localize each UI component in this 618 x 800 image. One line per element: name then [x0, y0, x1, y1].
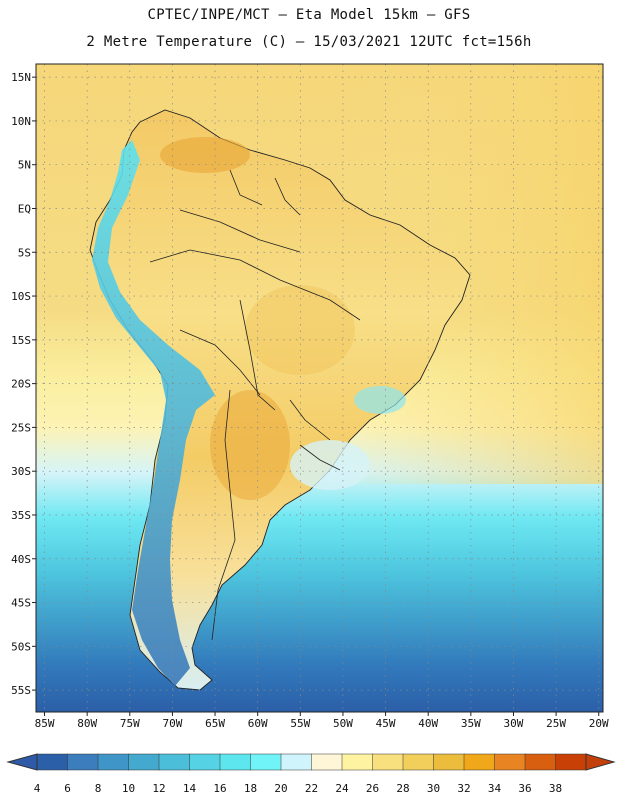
lat-label: 50S: [11, 640, 31, 653]
colorbar-swatch: [341, 753, 374, 771]
colorbar-label: 4: [34, 782, 41, 795]
map-graticule: [36, 64, 603, 712]
colorbar-swatch: [97, 753, 130, 771]
colorbar-swatch: [189, 753, 221, 771]
colorbar-label: 6: [64, 782, 71, 795]
lat-label: 5S: [18, 246, 31, 259]
colorbar-label: 22: [305, 782, 318, 795]
lat-label: 10N: [11, 115, 31, 128]
lon-label: 35W: [461, 717, 481, 730]
lon-label: 75W: [120, 717, 140, 730]
colorbar-swatch: [280, 753, 313, 771]
colorbar-swatch: [219, 753, 252, 771]
colorbar-label: 26: [366, 782, 379, 795]
lat-label: 5N: [18, 159, 31, 172]
country-borders: [149, 169, 361, 641]
colorbar-label: 28: [396, 782, 409, 795]
colorbar-label: 32: [457, 782, 470, 795]
northern-warm-spot: [160, 137, 250, 173]
lon-label: 40W: [418, 717, 438, 730]
colorbar-swatch: [36, 753, 69, 771]
lat-label: 30S: [11, 465, 31, 478]
central-warm-spot: [245, 285, 355, 375]
longitude-labels: 85W 80W 75W 70W 65W 60W 55W 50W 45W 40W 35W 30W 25W 2…: [35, 712, 609, 730]
colorbar-label: 14: [183, 782, 197, 795]
andes-cold-strip: [92, 140, 215, 686]
lat-label: 10S: [11, 290, 31, 303]
lon-label: 20W: [589, 717, 609, 730]
lat-label: 55S: [11, 684, 31, 697]
colorbar-swatch: [311, 753, 343, 771]
colorbar-label: 30: [427, 782, 440, 795]
colorbar-swatch: [555, 753, 587, 771]
colorbar-label: 16: [213, 782, 226, 795]
lat-label: 15N: [11, 71, 31, 84]
colorbar-label: 34: [488, 782, 502, 795]
colorbar-swatch: [158, 753, 191, 771]
latitude-labels: 15N 10N 5N EQ 5S 10S 15S 20S 25S 30S 35S 40S 45S 50S 5…: [11, 71, 36, 697]
lon-label: 65W: [205, 717, 225, 730]
colorbar-swatch: [524, 753, 557, 771]
colorbar-label: 38: [549, 782, 562, 795]
colorbar-label: 20: [274, 782, 287, 795]
lat-label: 20S: [11, 378, 31, 391]
colorbar-swatch: [128, 753, 160, 771]
lon-label: 50W: [333, 717, 353, 730]
colorbar-swatch: [67, 753, 99, 771]
colorbar-swatch: [250, 753, 282, 771]
lat-label: 40S: [11, 553, 31, 566]
lat-label: 15S: [11, 334, 31, 347]
lat-label: 25S: [11, 421, 31, 434]
colorbar-swatch: [402, 753, 435, 771]
colorbar-label: 8: [95, 782, 102, 795]
chaco-warm-spot: [210, 390, 290, 500]
lon-label: 80W: [77, 717, 97, 730]
colorbar-high-arrow: [585, 753, 616, 771]
map-title-line-1: CPTEC/INPE/MCT – Eta Model 15km – GFS: [147, 7, 471, 23]
lon-label: 70W: [162, 717, 182, 730]
colorbar-swatch: [433, 753, 465, 771]
lat-label: EQ: [18, 202, 31, 215]
colorbar-label: 12: [152, 782, 165, 795]
colorbar-swatch: [494, 753, 526, 771]
colorbar-label: 36: [518, 782, 531, 795]
lon-label: 85W: [35, 717, 55, 730]
colorbar-label: 24: [335, 782, 349, 795]
colorbar-swatch: [372, 753, 404, 771]
colorbar-low-arrow: [6, 753, 38, 771]
colorbar: 4 6 8 10 12 14 16 18 20 22 24 26 28 30 32 34 36 38: [6, 753, 616, 795]
coastal-cool-spot: [354, 386, 406, 414]
colorbar-label: 10: [122, 782, 135, 795]
map-frame: [35, 63, 604, 713]
temperature-map: 15N 10N 5N EQ 5S 10S 15S 20S 25S 30S 35S 40S 45S 50S 5…: [11, 63, 609, 730]
lon-label: 60W: [248, 717, 268, 730]
lon-label: 30W: [504, 717, 524, 730]
colorbar-swatch: [463, 753, 496, 771]
lon-label: 45W: [376, 717, 396, 730]
map-field: [36, 64, 603, 712]
lat-label: 45S: [11, 597, 31, 610]
lon-label: 55W: [290, 717, 310, 730]
lat-label: 35S: [11, 509, 31, 522]
map-title-line-2: 2 Metre Temperature (C) – 15/03/2021 12U…: [86, 34, 532, 50]
lon-label: 25W: [546, 717, 566, 730]
colorbar-label: 18: [244, 782, 257, 795]
